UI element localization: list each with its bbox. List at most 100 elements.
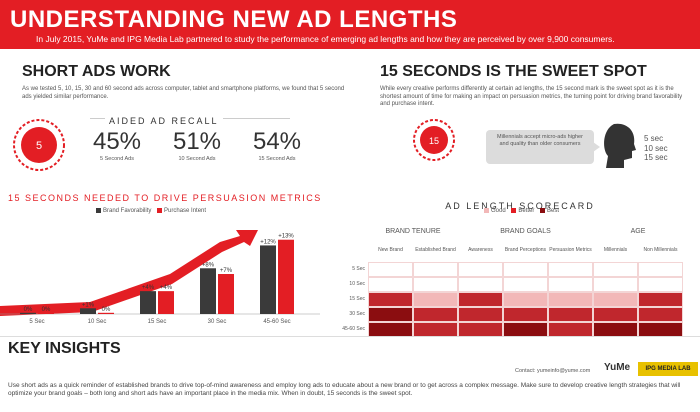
stopwatch-icon: 5 — [12, 118, 66, 172]
bar-value-label: +4% — [160, 285, 173, 291]
bar — [218, 274, 234, 314]
scorecard-cell — [413, 307, 458, 322]
bar — [98, 312, 114, 314]
scorecard-group: BRAND TENURE — [385, 228, 441, 235]
legend-swatch — [540, 208, 546, 213]
x-tick-label: 45-60 Sec — [263, 319, 290, 325]
contact-text: Contact: yumeinfo@yume.com — [515, 368, 591, 374]
scorecard-cell — [548, 262, 593, 277]
scorecard-column-label: Millennials — [603, 247, 628, 253]
intro-bar: In July 2015, YuMe and IPG Media Lab par… — [0, 31, 700, 49]
ad-length-item: 5 sec — [644, 134, 664, 143]
scorecard-table: BRAND TENURE BRAND GOALS AGE New Brand Estab… — [340, 228, 700, 337]
stopwatch-icon: 15 — [412, 118, 456, 162]
scorecard-cell — [548, 292, 593, 307]
legend-swatch — [157, 208, 163, 213]
scorecard-cell — [548, 322, 593, 337]
recall-stat-3: 54% 15 Second Ads — [242, 128, 312, 162]
sweet-spot-body: While every creative performs differentl… — [380, 86, 683, 107]
scorecard-cell — [413, 292, 458, 307]
scorecard-column-label: Awareness — [468, 247, 493, 253]
scorecard-cell — [368, 292, 413, 307]
legend-label: Brand Favorability — [103, 208, 152, 215]
scorecard-group: BRAND GOALS — [500, 228, 551, 235]
bar-value-label: +1% — [82, 302, 95, 308]
scorecard-cell — [503, 262, 548, 277]
yume-logo: YuMe — [604, 362, 631, 373]
x-tick-label: 10 Sec — [88, 319, 107, 325]
scorecard-cell — [638, 262, 683, 277]
bar — [38, 312, 54, 314]
recall-title: AIDED AD RECALL — [105, 116, 223, 126]
scorecard-row-label: 45-60 Sec — [342, 326, 365, 332]
scorecard-cell — [413, 277, 458, 292]
key-insights-body: Use short ads as a quick reminder of est… — [8, 382, 681, 398]
scorecard-cell — [458, 292, 503, 307]
scorecard-cell — [413, 322, 458, 337]
chart-legend: Brand Favorability Purchase Intent — [92, 208, 206, 214]
legend-label: Good — [491, 208, 506, 215]
bar-value-label: +8% — [202, 262, 215, 268]
legend-label: Best — [547, 208, 560, 215]
scorecard-row-label: 5 Sec — [352, 266, 365, 272]
ipg-logo: IPG MEDIA LAB — [638, 362, 698, 376]
bar-value-label: +13% — [278, 234, 294, 240]
recall-stats: 45% 5 Second Ads 51% 10 Second Ads 54% 1… — [82, 128, 312, 162]
scorecard-column-label: Brand Perceptions — [504, 247, 547, 253]
x-tick-label: 30 Sec — [208, 319, 227, 325]
bar-value-label: 0% — [24, 307, 33, 313]
scorecard-cell — [458, 322, 503, 337]
recall-stat-1: 45% 5 Second Ads — [82, 128, 152, 162]
scorecard-cell — [458, 262, 503, 277]
recall-caption: 10 Second Ads — [178, 156, 216, 162]
recall-value: 45% — [92, 128, 142, 155]
scorecard-row-label: 10 Sec — [349, 281, 365, 287]
bar — [20, 312, 36, 314]
speech-bubble: Millennials accept micro-ads higher and … — [486, 130, 594, 164]
head-silhouette-icon — [600, 120, 640, 168]
ad-length-list: 5 sec 10 sec 15 sec — [644, 134, 684, 163]
legend-swatch — [96, 208, 101, 213]
scorecard-cell — [368, 307, 413, 322]
recall-value: 51% — [172, 128, 222, 155]
recall-value: 54% — [252, 128, 302, 155]
scorecard-cell — [593, 322, 638, 337]
legend-swatch — [511, 208, 517, 213]
bar-value-label: +7% — [220, 268, 233, 274]
sweet-spot-title: 15 SECONDS IS THE SWEET SPOT — [380, 63, 647, 80]
scorecard-cell — [368, 277, 413, 292]
legend-label: Better — [518, 208, 535, 215]
scorecard-cell — [368, 322, 413, 337]
scorecard-row-label: 15 Sec — [349, 296, 365, 302]
scorecard-cell — [638, 292, 683, 307]
scorecard-title: AD LENGTH SCORECARD — [445, 201, 595, 211]
scorecard-cell — [593, 292, 638, 307]
short-ads-title: SHORT ADS WORK — [22, 63, 171, 80]
bar — [278, 239, 294, 314]
scorecard-group: AGE — [630, 228, 646, 235]
scorecard-cell — [503, 292, 548, 307]
scorecard-cell — [638, 307, 683, 322]
scorecard-cell — [503, 322, 548, 337]
bar-value-label: +4% — [142, 285, 155, 291]
scorecard-cell — [413, 262, 458, 277]
sweet-timer-label: 15 — [429, 136, 439, 146]
legend-swatch — [484, 208, 489, 213]
scorecard-cell — [593, 277, 638, 292]
short-timer-label: 5 — [36, 140, 42, 152]
bar-chart: 0% 0% 5 Sec +1% 0% 10 Sec +4% +4% 15 Sec +8% +7% 30… — [0, 230, 320, 325]
scorecard-cell — [458, 307, 503, 322]
scorecard-column-label: New Brand — [378, 247, 403, 253]
chart-title: 15 SECONDS NEEDED TO DRIVE PERSUASION ME… — [8, 193, 322, 203]
bar — [140, 291, 156, 314]
scorecard-cell — [593, 307, 638, 322]
recall-caption: 15 Second Ads — [258, 156, 296, 162]
short-ads-body: As we tested 5, 10, 15, 30 and 60 second… — [22, 86, 345, 100]
scorecard-cell — [548, 307, 593, 322]
scorecard-cell — [368, 262, 413, 277]
ad-length-item: 15 sec — [644, 153, 668, 163]
x-tick-label: 15 Sec — [148, 319, 167, 325]
scorecard-cell — [593, 262, 638, 277]
recall-stat-2: 51% 10 Second Ads — [162, 128, 232, 162]
page-title: UNDERSTANDING NEW AD LENGTHS — [10, 6, 458, 33]
